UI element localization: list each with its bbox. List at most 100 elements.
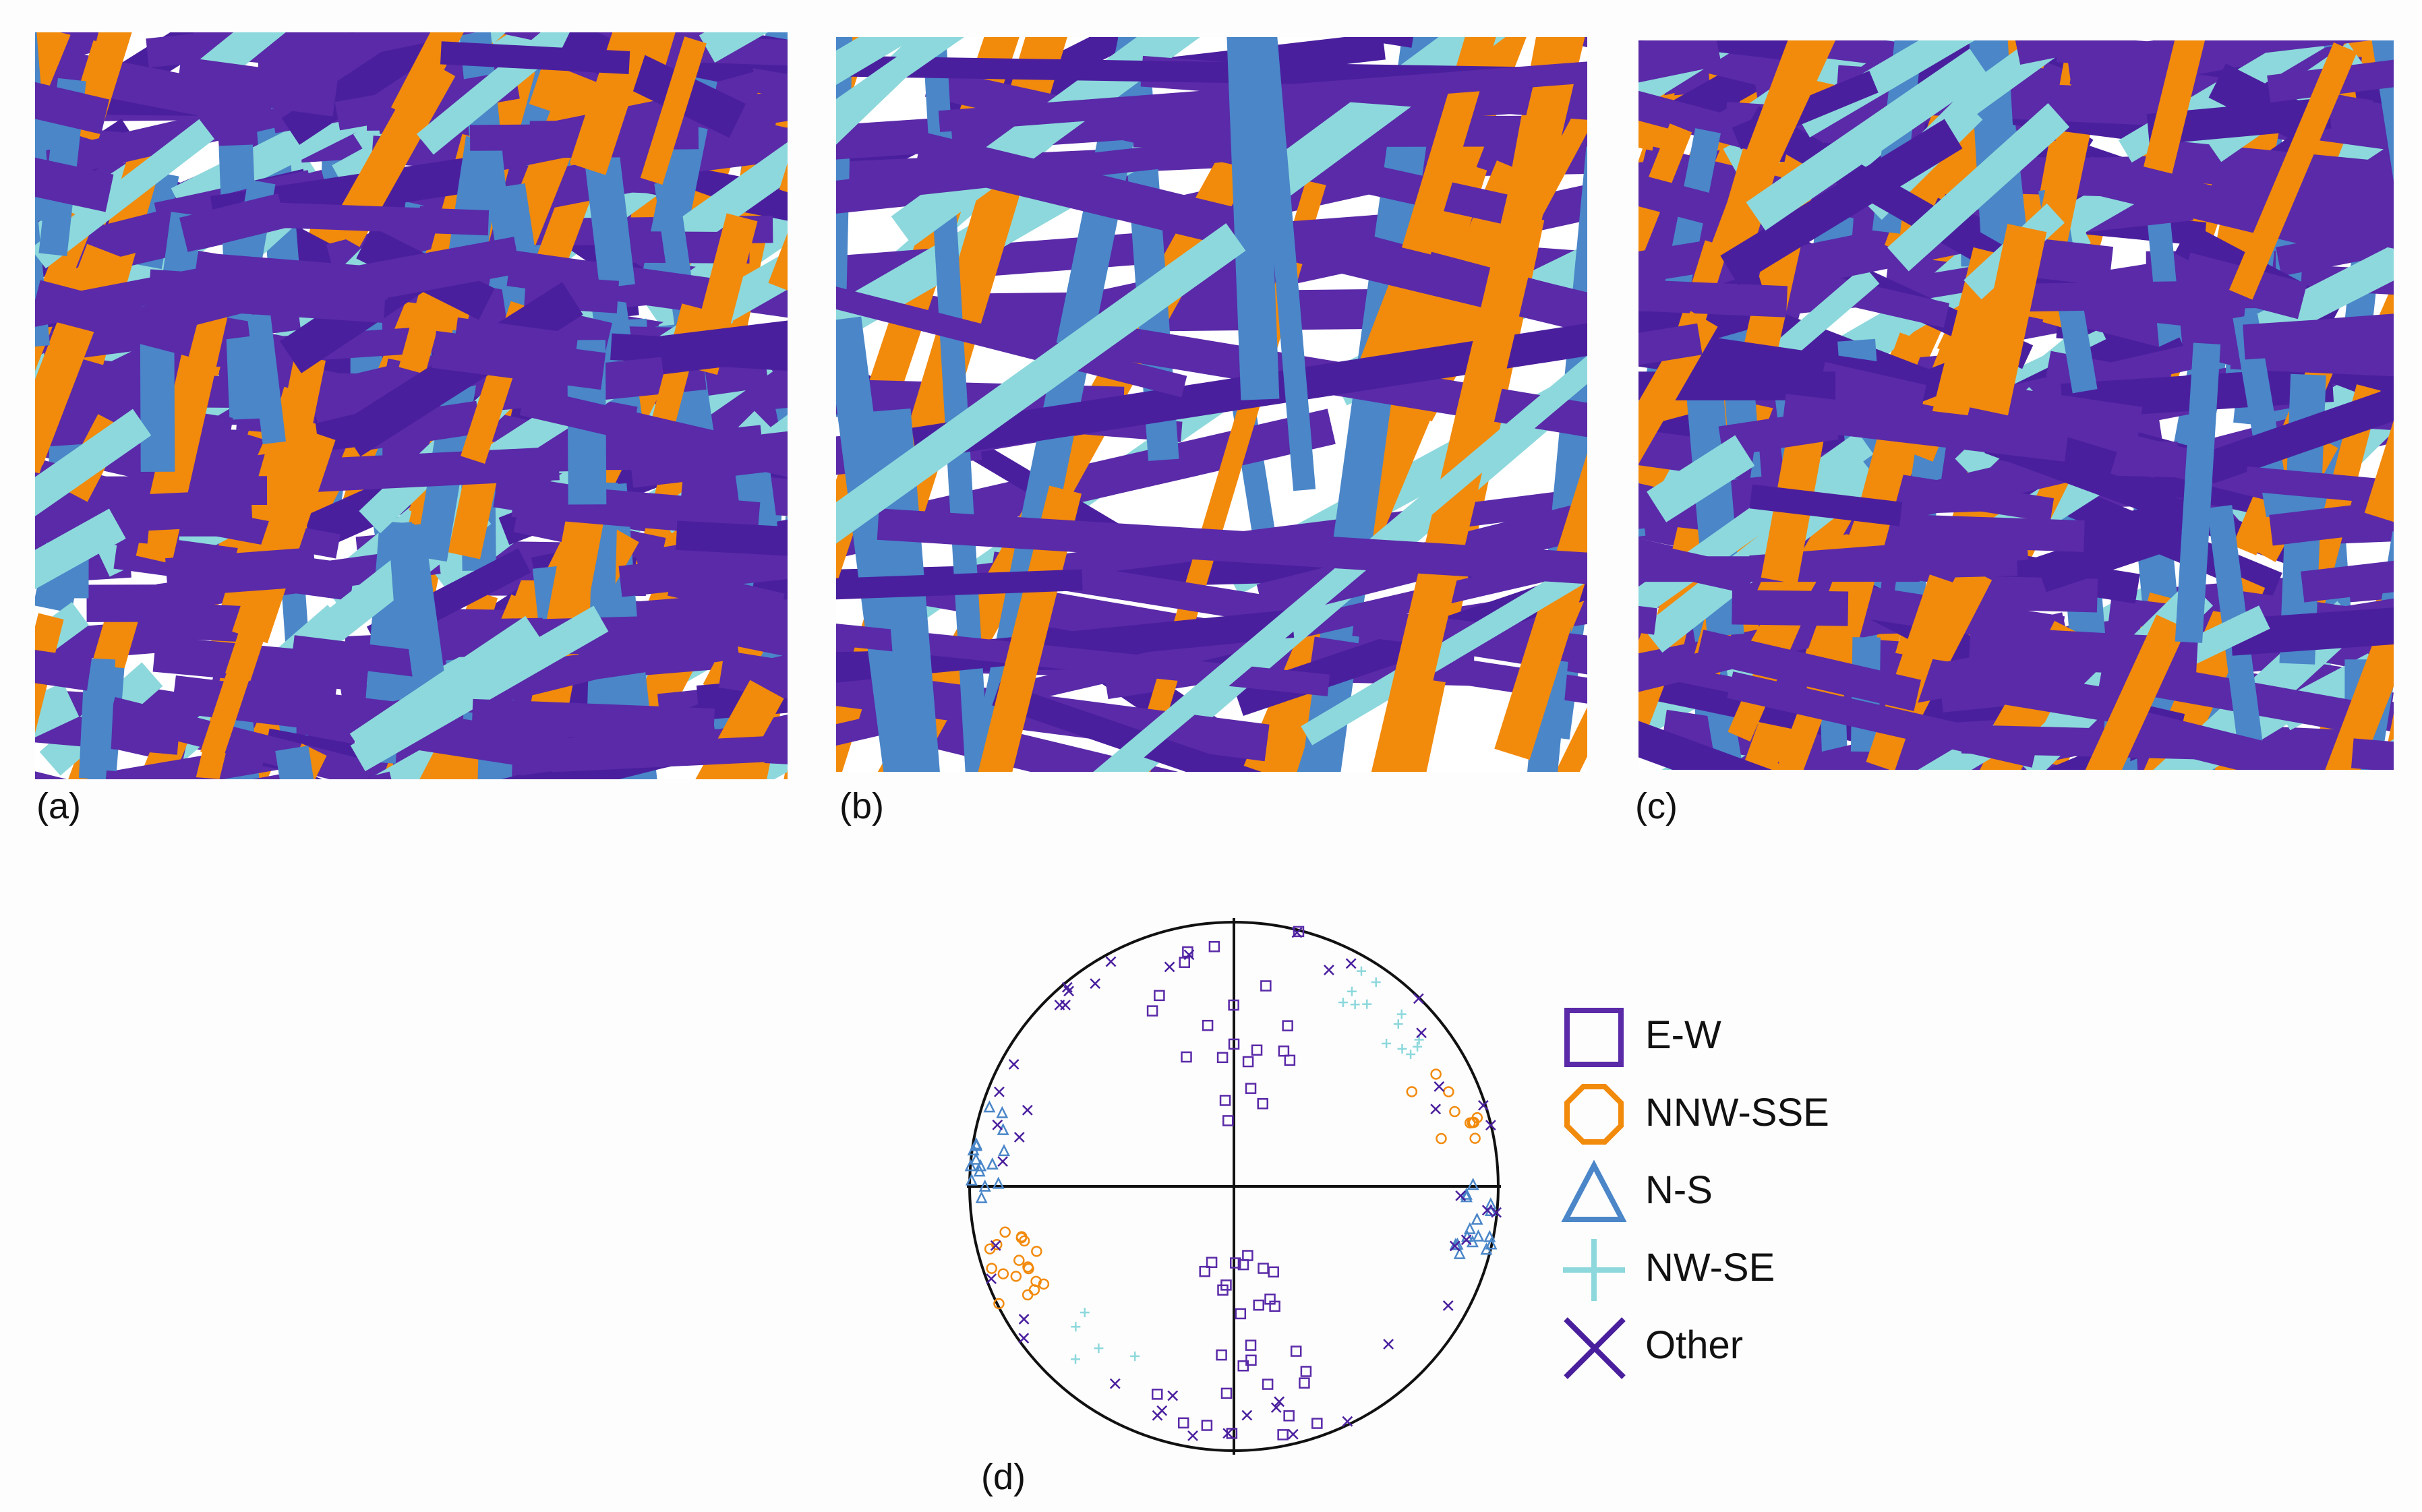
legend: E-W NNW-SSE N-S NW-SE Other xyxy=(1551,998,1955,1416)
fracture-nnw-sse xyxy=(1968,223,2047,416)
fracture-nnw-sse xyxy=(1371,37,1585,772)
stereonet-point-e-w xyxy=(1277,1429,1289,1441)
stereonet-point-other xyxy=(1455,1190,1467,1201)
fracture-nw-se xyxy=(699,32,768,63)
stereonet-point-e-w xyxy=(1222,1115,1234,1126)
stereonet-point-nnw-sse xyxy=(984,1243,996,1254)
stereonet-point-e-w xyxy=(1262,1379,1274,1390)
fracture-e-w xyxy=(165,547,317,597)
fracture-e-w xyxy=(35,157,114,212)
stereonet-point-other xyxy=(1345,958,1357,969)
fracture-other xyxy=(912,323,1587,460)
fracture-other xyxy=(2034,512,2182,593)
fracture-other xyxy=(1749,484,1903,526)
stereonet-point-other xyxy=(1342,1416,1353,1427)
fracture-nnw-sse xyxy=(647,303,705,444)
fracture-nw-se xyxy=(35,508,126,590)
fracture-e-w xyxy=(1256,501,1587,620)
fracture-e-w xyxy=(836,136,1241,204)
stereonet-point-nnw-sse xyxy=(1010,1271,1022,1282)
stereonet-point-nw-se xyxy=(1406,1049,1416,1059)
stereonet-point-nw-se xyxy=(1350,1000,1360,1010)
fracture-e-w xyxy=(2267,59,2394,103)
stereonet-point-e-w xyxy=(1179,957,1191,968)
stereonet-point-nnw-sse xyxy=(1430,1068,1442,1080)
panel-label-c: (c) xyxy=(1635,786,1678,826)
stereonet-point-other xyxy=(1383,1339,1394,1350)
fracture-nw-se xyxy=(1746,49,1990,231)
fracture-nnw-sse xyxy=(1740,40,1836,194)
legend-label-ew: E-W xyxy=(1645,1013,1721,1057)
fracture-e-w xyxy=(1638,605,1658,635)
stereonet-point-other xyxy=(1222,1428,1234,1439)
stereonet-point-other xyxy=(1187,1430,1198,1441)
stereonet-point-other xyxy=(1491,1207,1502,1218)
stereonet-point-n-s xyxy=(970,1139,983,1151)
stereonet-point-n-s xyxy=(965,1173,978,1186)
stereonet-point-nnw-sse xyxy=(1406,1086,1418,1097)
panel-label-d: (d) xyxy=(981,1457,1026,1497)
stereonet-point-other xyxy=(1413,993,1424,1004)
fracture-nnw-sse xyxy=(2364,420,2394,522)
stereonet-point-e-w xyxy=(1154,990,1165,1002)
stereonet-point-other xyxy=(1105,956,1117,967)
fracture-e-w xyxy=(2243,314,2394,360)
stereonet-point-other xyxy=(1291,927,1303,938)
fracture-e-w xyxy=(2167,140,2394,202)
stereonet-point-e-w xyxy=(1278,1045,1290,1057)
stereonet-point-other xyxy=(997,1156,1009,1167)
stereonet-point-nnw-sse xyxy=(1031,1246,1042,1257)
stereonet-point-n-s xyxy=(1471,1212,1483,1225)
fracture-e-w xyxy=(1696,630,1922,711)
stereonet-point-nnw-sse xyxy=(1013,1254,1025,1266)
fracture-other xyxy=(2229,607,2394,656)
stereonet-point-nnw-sse xyxy=(997,1268,1009,1279)
stereonet-point-other xyxy=(1109,1378,1121,1389)
stereonet-point-e-w xyxy=(1199,1265,1211,1277)
fracture-n-s xyxy=(1255,37,1316,491)
fracture-nw-se xyxy=(1887,103,2070,272)
stereonet-point-e-w xyxy=(1201,1420,1213,1431)
stereonet-point-e-w xyxy=(1216,1052,1229,1064)
fracture-nnw-sse xyxy=(390,32,464,121)
stereonet-point-e-w xyxy=(1202,1019,1214,1031)
stereonet-point-nw-se xyxy=(1362,999,1372,1009)
fracture-n-s xyxy=(2175,342,2221,643)
stereonet-point-nw-se xyxy=(1338,998,1348,1008)
stereonet-point-e-w xyxy=(1216,1349,1227,1361)
panel-label-a: (a) xyxy=(36,786,81,826)
fracture-nw-se xyxy=(2313,352,2394,433)
fracture-nnw-sse xyxy=(1638,123,1692,267)
fracture-nnw-sse xyxy=(609,32,676,142)
fracture-e-w xyxy=(289,446,560,493)
stereonet-point-e-w xyxy=(1268,1266,1279,1278)
fracture-e-w xyxy=(2082,156,2369,259)
stereonet-point-other xyxy=(1274,1396,1285,1408)
stereonet-point-nw-se xyxy=(1071,1354,1081,1364)
stereonet-point-n-s xyxy=(1472,1229,1485,1242)
fracture-nnw-sse xyxy=(978,485,1082,772)
legend-item-nnw-sse: NNW-SSE xyxy=(1551,1075,1955,1149)
stereonet-point-nnw-sse xyxy=(993,1298,1005,1310)
stereonet-point-n-s xyxy=(1466,1235,1479,1248)
fracture-other xyxy=(1638,721,1772,770)
stereonet-points xyxy=(964,926,1502,1441)
stereonet-point-other xyxy=(1434,1081,1445,1092)
stereonet-point-nnw-sse xyxy=(1469,1132,1481,1144)
fracture-n-s xyxy=(1969,40,2023,291)
fracture-nnw-sse xyxy=(2085,614,2187,770)
triangle-marker-icon xyxy=(1561,1159,1627,1222)
fracture-e-w xyxy=(471,698,715,744)
fracture-nw-se xyxy=(350,605,609,772)
fracture-e-w xyxy=(1638,239,1722,284)
fracture-map-c xyxy=(1638,40,2394,770)
stereonet-point-n-s xyxy=(978,1179,991,1192)
fracture-e-w xyxy=(2269,500,2394,546)
stereonet-point-nnw-sse xyxy=(1436,1132,1447,1145)
stereonet-point-n-s xyxy=(975,1190,988,1203)
fracture-n-s xyxy=(275,746,314,779)
fracture-nw-se xyxy=(836,223,1246,544)
fracture-n-s xyxy=(448,135,504,260)
stereonet-point-n-s xyxy=(1467,1178,1479,1190)
stereonet-point-other xyxy=(1090,978,1101,989)
